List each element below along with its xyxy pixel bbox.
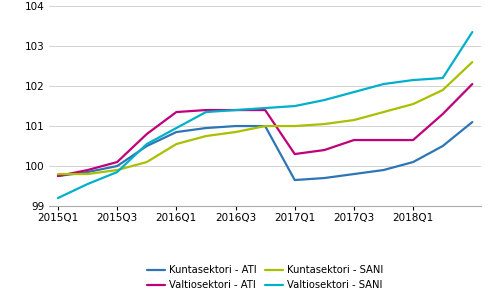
- Line: Valtiosektori - ATI: Valtiosektori - ATI: [58, 84, 472, 176]
- Kuntasektori - ATI: [173, 130, 179, 134]
- Kuntasektori - SANI: [114, 168, 120, 172]
- Valtiosektori - SANI: [440, 76, 446, 80]
- Line: Kuntasektori - ATI: Kuntasektori - ATI: [58, 122, 472, 180]
- Kuntasektori - SANI: [233, 130, 239, 134]
- Valtiosektori - ATI: [292, 152, 298, 156]
- Kuntasektori - SANI: [351, 118, 357, 122]
- Kuntasektori - ATI: [233, 124, 239, 128]
- Valtiosektori - ATI: [114, 160, 120, 164]
- Valtiosektori - SANI: [114, 170, 120, 174]
- Kuntasektori - ATI: [322, 176, 327, 180]
- Kuntasektori - ATI: [114, 164, 120, 168]
- Valtiosektori - SANI: [173, 126, 179, 130]
- Valtiosektori - SANI: [351, 90, 357, 94]
- Kuntasektori - ATI: [144, 144, 150, 148]
- Valtiosektori - SANI: [84, 182, 90, 186]
- Valtiosektori - ATI: [440, 112, 446, 116]
- Kuntasektori - SANI: [440, 88, 446, 92]
- Valtiosektori - SANI: [233, 108, 239, 112]
- Valtiosektori - ATI: [322, 148, 327, 152]
- Kuntasektori - ATI: [203, 126, 209, 130]
- Valtiosektori - ATI: [173, 110, 179, 114]
- Valtiosektori - ATI: [84, 168, 90, 172]
- Line: Kuntasektori - SANI: Kuntasektori - SANI: [58, 62, 472, 174]
- Valtiosektori - SANI: [262, 106, 268, 110]
- Valtiosektori - ATI: [381, 138, 386, 142]
- Valtiosektori - ATI: [144, 132, 150, 136]
- Valtiosektori - SANI: [469, 30, 475, 34]
- Kuntasektori - ATI: [84, 170, 90, 174]
- Valtiosektori - SANI: [292, 104, 298, 108]
- Kuntasektori - SANI: [381, 110, 386, 114]
- Valtiosektori - ATI: [203, 108, 209, 112]
- Valtiosektori - SANI: [55, 196, 61, 200]
- Valtiosektori - SANI: [322, 98, 327, 102]
- Kuntasektori - SANI: [173, 142, 179, 146]
- Valtiosektori - SANI: [203, 110, 209, 114]
- Kuntasektori - SANI: [410, 102, 416, 106]
- Kuntasektori - ATI: [440, 144, 446, 148]
- Kuntasektori - ATI: [262, 124, 268, 128]
- Kuntasektori - ATI: [292, 178, 298, 182]
- Kuntasektori - SANI: [262, 124, 268, 128]
- Kuntasektori - ATI: [469, 120, 475, 124]
- Kuntasektori - SANI: [292, 124, 298, 128]
- Valtiosektori - SANI: [381, 82, 386, 86]
- Valtiosektori - ATI: [351, 138, 357, 142]
- Valtiosektori - ATI: [410, 138, 416, 142]
- Valtiosektori - ATI: [55, 174, 61, 178]
- Legend: Kuntasektori - ATI, Valtiosektori - ATI, Kuntasektori - SANI, Valtiosektori - SA: Kuntasektori - ATI, Valtiosektori - ATI,…: [147, 265, 383, 290]
- Kuntasektori - SANI: [203, 134, 209, 138]
- Kuntasektori - ATI: [351, 172, 357, 176]
- Kuntasektori - ATI: [381, 168, 386, 172]
- Valtiosektori - SANI: [144, 142, 150, 146]
- Valtiosektori - ATI: [469, 82, 475, 86]
- Valtiosektori - SANI: [410, 78, 416, 82]
- Kuntasektori - ATI: [410, 160, 416, 164]
- Kuntasektori - SANI: [322, 122, 327, 126]
- Valtiosektori - ATI: [233, 108, 239, 112]
- Line: Valtiosektori - SANI: Valtiosektori - SANI: [58, 32, 472, 198]
- Kuntasektori - SANI: [84, 172, 90, 176]
- Kuntasektori - SANI: [55, 172, 61, 176]
- Kuntasektori - SANI: [469, 60, 475, 64]
- Kuntasektori - ATI: [55, 174, 61, 178]
- Valtiosektori - ATI: [262, 108, 268, 112]
- Kuntasektori - SANI: [144, 160, 150, 164]
